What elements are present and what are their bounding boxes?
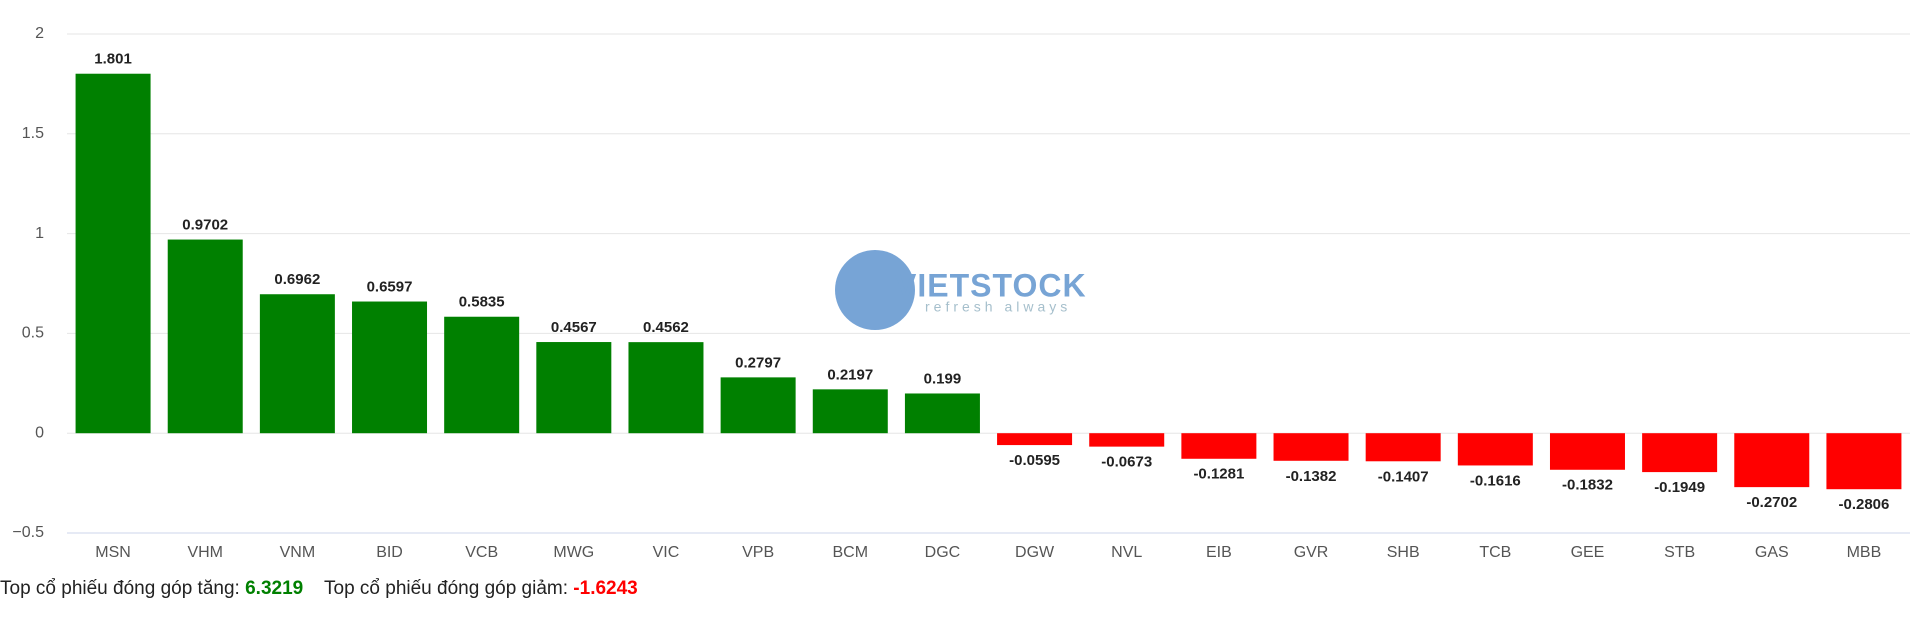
x-tick-label: MSN [95,544,131,561]
x-tick-label: STB [1664,544,1695,561]
data-label: 0.199 [924,370,962,387]
x-tick-label: BCM [832,544,868,561]
data-label: -0.1832 [1562,477,1613,494]
data-label: -0.1407 [1378,468,1429,485]
footer: Top cổ phiếu đóng góp tăng: 6.3219 Top c… [0,578,638,600]
data-label: 0.6962 [274,271,320,288]
x-tick-label: GVR [1294,544,1329,561]
bar [1457,433,1533,466]
x-tick-label: DGC [925,544,961,561]
y-tick-label: −0.5 [12,524,44,541]
data-label: -0.1949 [1654,479,1705,496]
bar [444,316,520,434]
bar [1734,433,1810,488]
data-label: -0.1616 [1470,472,1521,489]
up-label: Top cổ phiếu đóng góp tăng: [0,578,240,599]
bar [167,239,243,434]
data-label: 0.2197 [827,366,873,383]
x-tick-label: MWG [553,544,594,561]
bar [1365,433,1441,462]
data-label: -0.2806 [1838,496,1889,513]
data-label: 0.4567 [551,319,597,336]
chart: VIETSTOCK refresh always −0.5 0 0.5 1 1.5 2 MS… [12,25,1910,561]
bar [628,342,704,434]
x-tick-label: GEE [1571,544,1605,561]
data-label: 0.6597 [367,278,413,295]
x-tick-label: BID [376,544,403,561]
x-tick-label: SHB [1387,544,1420,561]
watermark-brand: VIETSTOCK [895,267,1087,303]
bar [1826,433,1902,490]
bar [1642,433,1718,473]
data-label: -0.1281 [1193,466,1244,483]
x-tick-label: GAS [1755,544,1789,561]
bar [720,377,796,434]
y-tick-label: 2 [35,25,44,42]
x-tick-label: VNM [280,544,316,561]
data-label: -0.0595 [1009,452,1060,469]
data-label: -0.0673 [1101,454,1152,471]
bar [536,342,612,434]
data-label: 1.801 [94,51,132,68]
y-tick-label: 1 [35,225,44,242]
y-tick-label: 0 [35,424,44,441]
watermark-slogan: refresh always [925,299,1071,315]
x-tick-label: TCB [1479,544,1511,561]
x-tick-label: VCB [465,544,498,561]
x-tick-label: VPB [742,544,774,561]
bar [812,389,888,434]
data-label: -0.2702 [1746,494,1797,511]
x-tick-label: NVL [1111,544,1142,561]
watermark-logo [835,250,915,330]
bar [1089,433,1165,447]
data-label: 0.4562 [643,319,689,336]
bar [1181,433,1257,459]
bar [259,294,335,434]
x-tick-label: EIB [1206,544,1232,561]
data-label: 0.2797 [735,354,781,371]
bar [1549,433,1625,470]
bar [997,433,1073,446]
y-tick-label: 0.5 [22,325,44,342]
data-label: 0.9702 [182,217,228,234]
bar [904,393,980,434]
bar [75,73,151,434]
data-label: -0.1382 [1286,468,1337,485]
data-label: 0.5835 [459,294,505,311]
down-label: Top cổ phiếu đóng góp giảm: [324,578,569,599]
x-tick-label: VIC [653,544,680,561]
watermark: VIETSTOCK refresh always [835,250,1087,330]
x-tick-label: DGW [1015,544,1055,561]
x-tick-label: MBB [1847,544,1882,561]
bar [1273,433,1349,461]
up-value: 6.3219 [245,578,304,599]
bar [352,301,428,434]
y-tick-label: 1.5 [22,125,44,142]
x-tick-label: VHM [187,544,223,561]
down-value: -1.6243 [573,578,638,599]
